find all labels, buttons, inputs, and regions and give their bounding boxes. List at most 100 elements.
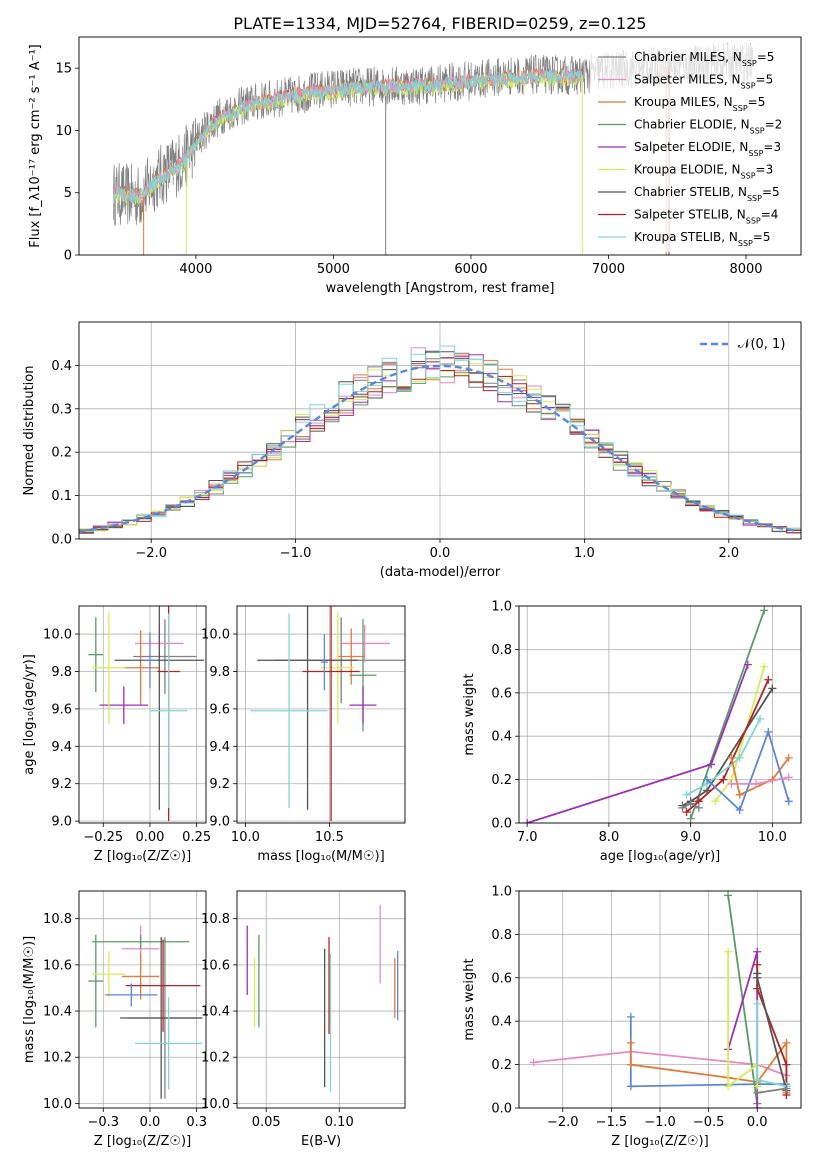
series-marker	[743, 660, 752, 669]
y-tick-label: 15	[55, 62, 72, 77]
series-marker	[784, 797, 793, 806]
y-tick-label: 10.2	[43, 1051, 72, 1066]
series-line	[686, 679, 770, 813]
series-marker	[760, 662, 769, 671]
x-tick-label: 9.0	[680, 830, 701, 845]
plot-frame	[78, 36, 802, 256]
legend: Chabrier MILES, NSSP=5 Salpeter MILES, NS…	[590, 44, 795, 252]
series-marker	[752, 779, 761, 788]
series-line	[533, 1050, 787, 1077]
model-spectrum-line	[112, 69, 582, 205]
error-bar-point	[349, 686, 377, 724]
series-marker	[529, 1058, 538, 1067]
series-line	[686, 718, 761, 796]
x-tick-label: 8000	[729, 262, 762, 277]
figure-title: PLATE=1334, MJD=52764, FIBERID=0259, z=0…	[233, 14, 646, 33]
series-marker	[735, 790, 744, 799]
tick-group: 10.0 10.5 9.0 9.2 9.4 9.6 9.8 10.0	[201, 628, 344, 845]
x-axis-label: E(B-V)	[301, 1134, 341, 1149]
series-line	[689, 610, 766, 819]
x-tick-label: 8.0	[599, 830, 620, 845]
y-tick-label: 0.0	[491, 817, 512, 832]
y-tick-label: 9.8	[51, 665, 72, 680]
series-marker	[753, 1104, 762, 1108]
y-tick-label: 0.1	[51, 489, 72, 504]
series-marker	[719, 775, 728, 784]
y-tick-label: 0	[64, 249, 72, 264]
series-marker	[753, 1088, 762, 1097]
legend-label: Kroupa MILES, NSSP=5	[634, 95, 765, 113]
series-line	[756, 973, 788, 1091]
y-tick-label: 1.0	[491, 600, 512, 615]
y-tick-label: 0.4	[491, 730, 512, 745]
y-axis-label: mass [log₁₀(M/M☉)]	[22, 936, 37, 1063]
y-tick-label: 10.8	[43, 912, 72, 927]
x-axis-label: Z [log₁₀(Z/Z☉)]	[94, 849, 191, 864]
x-tick-label: 6000	[454, 262, 487, 277]
y-tick-label: 10.0	[43, 628, 72, 643]
y-tick-label: 0.8	[491, 928, 512, 943]
error-bar-point	[133, 619, 197, 694]
y-tick-label: 9.2	[51, 777, 72, 792]
error-bar-point	[321, 611, 355, 724]
panel-1: −2.0 −1.0 0.0 1.0 2.0 0.0 0.1 0.2 0.3 0.4 (data-mo…	[22, 321, 802, 580]
y-axis-label: age [log₁₀(age/yr)]	[22, 654, 37, 775]
series-marker	[686, 799, 695, 808]
series-marker	[753, 999, 762, 1008]
series-marker	[735, 805, 744, 814]
series-marker	[764, 727, 773, 736]
plot-frame	[78, 890, 207, 1109]
y-tick-label: 0.0	[51, 533, 72, 548]
y-tick-label: 9.6	[209, 702, 230, 717]
legend-label: Chabrier ELODIE, NSSP=2	[634, 118, 782, 136]
x-tick-label: 0.00	[135, 830, 164, 845]
y-tick-label: 10	[55, 124, 72, 139]
histograms	[79, 345, 801, 536]
series-line	[757, 1087, 787, 1094]
series-marker	[703, 775, 711, 784]
x-tick-label: −1.0	[644, 1115, 676, 1130]
y-tick-label: 10.6	[201, 958, 230, 973]
y-tick-label: 0.2	[491, 773, 512, 788]
x-tick-label: 1.0	[574, 546, 595, 561]
series-marker	[724, 1082, 733, 1091]
y-tick-label: 9.4	[209, 740, 230, 755]
tick-group: 0.05 0.10 10.0 10.2 10.4 10.6 10.8	[201, 912, 354, 1130]
y-tick-label: 10.0	[201, 628, 230, 643]
x-tick-label: 10.5	[315, 830, 344, 845]
error-bar-point	[135, 997, 203, 1090]
series-marker	[707, 760, 716, 769]
series-marker	[678, 803, 687, 812]
x-tick-label: −0.5	[693, 1115, 725, 1130]
x-tick-label: −2.0	[135, 546, 167, 561]
series-marker	[753, 947, 762, 956]
y-tick-label: 9.0	[51, 815, 72, 830]
series-marker	[753, 973, 762, 982]
y-tick-label: 10.0	[201, 1097, 230, 1112]
y-tick-label: 9.8	[209, 665, 230, 680]
error-bar-point	[149, 613, 188, 809]
series-lines	[529, 891, 791, 1108]
x-tick-label: 0.3	[186, 1115, 207, 1130]
y-tick-label: 10.2	[201, 1051, 230, 1066]
histogram-step	[79, 345, 801, 535]
series-marker	[727, 753, 736, 762]
series-marker	[626, 1060, 635, 1069]
x-tick-label: 10.0	[231, 830, 260, 845]
x-tick-label: −1.5	[596, 1115, 628, 1130]
y-axis-label: Flux [f_λ10⁻¹⁷ erg cm⁻² s⁻¹ A⁻¹]	[28, 44, 43, 248]
x-tick-label: 0.0	[430, 546, 451, 561]
plot-frame	[236, 605, 406, 824]
series-marker	[760, 606, 769, 615]
legend-label: Salpeter MILES, NSSP=5	[634, 73, 773, 91]
y-tick-label: 9.4	[51, 740, 72, 755]
legend-label: Kroupa STELIB, NSSP=5	[634, 230, 771, 248]
y-tick-label: 0.2	[491, 1058, 512, 1073]
error-bar-point	[321, 634, 328, 691]
x-tick-label: 7000	[592, 262, 625, 277]
series-marker	[753, 1075, 762, 1084]
tick-group: −0.3 0.0 0.3 10.0 10.2 10.4 10.6 10.8	[43, 912, 207, 1130]
panel-7: −2.0 −1.5 −1.0 −0.5 0.0 0.0 0.2 0.4 0.6 0.8 1.0 Z […	[462, 885, 802, 1149]
error-bar-point	[337, 628, 365, 685]
